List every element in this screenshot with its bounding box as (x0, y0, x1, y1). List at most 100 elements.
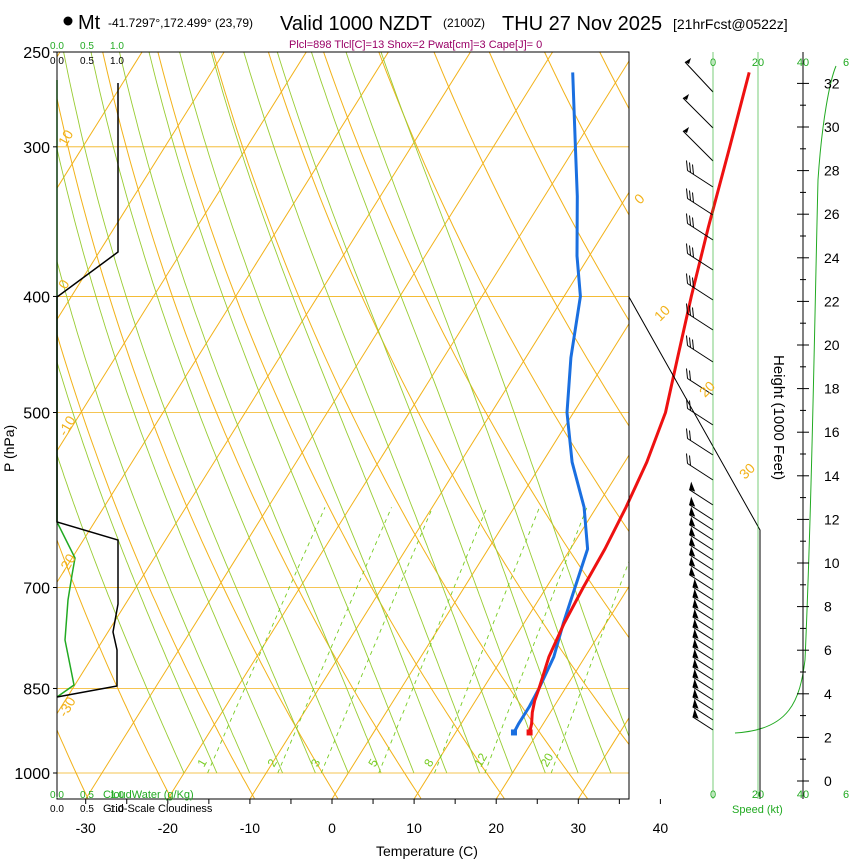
cloudwater-bottom-tick: 1.0 (110, 790, 124, 801)
speed-top-tick: 20 (752, 57, 764, 69)
wind-barbs (682, 58, 714, 731)
cloudwater-top-tick: 0.5 (80, 41, 94, 52)
wind-barb-feather (689, 275, 691, 286)
wind-barb-flag (689, 566, 696, 577)
wind-barb-flag (692, 578, 699, 589)
wind-barb-feather (686, 273, 688, 284)
isotherm-line (57, 52, 307, 452)
wind-barb (688, 564, 714, 581)
wind-barb-feather (689, 162, 691, 173)
y-axis-label: P (hPa) (1, 425, 17, 472)
mixing-ratio-label: 3 (308, 756, 324, 769)
mixing-ratio-label: 2 (264, 756, 280, 769)
isotherm-line (57, 52, 225, 321)
isotherm-line (57, 52, 472, 715)
moist-adiabat (310, 52, 579, 774)
isotherm-line (646, 0, 850, 823)
cloudiness-bottom-tick: 1.0 (110, 804, 124, 815)
wind-barb-flag (683, 127, 689, 133)
moist-adiabat (57, 453, 185, 774)
surface-dew-marker (510, 729, 517, 736)
valid-time: Valid 1000 NZDT (280, 13, 432, 35)
mixing-ratio-line (277, 507, 392, 774)
height-tick-label: 8 (824, 599, 832, 615)
height-tick-label: 30 (824, 119, 840, 135)
isotherm-line (413, 454, 629, 799)
height-tick-label: 16 (824, 424, 840, 440)
isotherm-line (57, 52, 143, 190)
temp-tick-label: -20 (158, 820, 178, 836)
wind-barb-feather (686, 213, 688, 224)
wind-barb (687, 463, 714, 481)
isotherm-label: -20 (55, 551, 79, 577)
isotherm-line (577, 716, 629, 799)
wind-barb (688, 544, 714, 561)
isotherm-label: 0 (631, 190, 648, 207)
moist-adiabat (210, 52, 481, 774)
wind-barb-flag (692, 708, 699, 719)
grid-clip: 1 2 3 5 8 12 20 (0, 0, 850, 823)
dry-adiabat (157, 52, 505, 799)
mixing-ratio-label: 12 (471, 750, 490, 769)
cloudiness-top-tick: 0.5 (80, 56, 94, 67)
wind-barb (692, 666, 714, 681)
height-tick-label: 14 (824, 468, 840, 484)
wind-barb (682, 97, 714, 129)
height-axis-label: Height (1000 Feet) (770, 355, 787, 480)
height-tick-label: 6 (824, 642, 832, 658)
wind-barb-feather (686, 303, 688, 314)
height-tick-label: 2 (824, 729, 832, 745)
wind-barb-flag (692, 628, 699, 639)
dry-adiabat (650, 0, 850, 798)
isotherm-label: -10 (55, 413, 79, 439)
wind-barb-flag (689, 481, 696, 492)
wind-barb-feather (686, 453, 688, 464)
moist-adiabat (345, 52, 612, 774)
wind-barb-flag (692, 678, 699, 689)
wind-barb-flag (689, 506, 696, 517)
wind-barb (687, 345, 714, 363)
wind-barb-flag (692, 598, 699, 609)
pressure-tick-label: 1000 (14, 766, 50, 783)
wind-barb-feather (686, 243, 688, 254)
dry-adiabat (0, 0, 5, 798)
wind-barb-flag (689, 496, 696, 507)
x-axis-label: Temperature (C) (376, 843, 478, 859)
pressure-tick-label: 500 (23, 406, 50, 423)
wind-barb-feather (692, 339, 694, 350)
cloudwater-top-tick: 0.0 (50, 41, 64, 52)
cloudiness-top-tick: 1.0 (110, 56, 124, 67)
wind-barb (688, 534, 714, 551)
moist-adiabat (57, 360, 218, 774)
wind-barb (687, 408, 714, 426)
pressure-tick-label: 250 (23, 45, 50, 62)
wind-barb-feather (686, 335, 688, 346)
wind-barb (688, 574, 714, 591)
wind-barb-flag (692, 668, 699, 679)
dry-adiabat (433, 52, 629, 427)
isotherm-line (167, 60, 629, 799)
moist-adiabat (119, 52, 382, 774)
wind-barb-flag (689, 556, 696, 567)
stability-indices: Plcl=898 Tlcl[C]=13 Shox=2 Pwat[cm]=3 Ca… (289, 39, 542, 51)
valid-date: THU 27 Nov 2025 (502, 13, 662, 35)
wind-barb (692, 636, 714, 651)
wind-barb (687, 283, 714, 301)
cloudiness-label: Grid-Scale Cloudiness (103, 803, 213, 815)
wind-barb (687, 378, 714, 396)
moist-adiabat (57, 259, 251, 774)
height-tick-label: 26 (824, 206, 840, 222)
wind-barb-feather (689, 305, 691, 316)
dry-adiabat (102, 52, 422, 799)
dry-adiabat (378, 52, 629, 533)
wind-barb (692, 646, 714, 661)
temp-tick-label: -10 (240, 820, 260, 836)
isotherm-label: 30 (736, 460, 758, 482)
wind-barb-flag (692, 698, 699, 709)
mixing-ratio-line (378, 507, 488, 774)
station-name: Mt (78, 12, 101, 34)
forecast-tag: [21hrFcst@0522z] (673, 16, 788, 32)
wind-barb (687, 253, 714, 271)
wind-barb (692, 716, 714, 731)
